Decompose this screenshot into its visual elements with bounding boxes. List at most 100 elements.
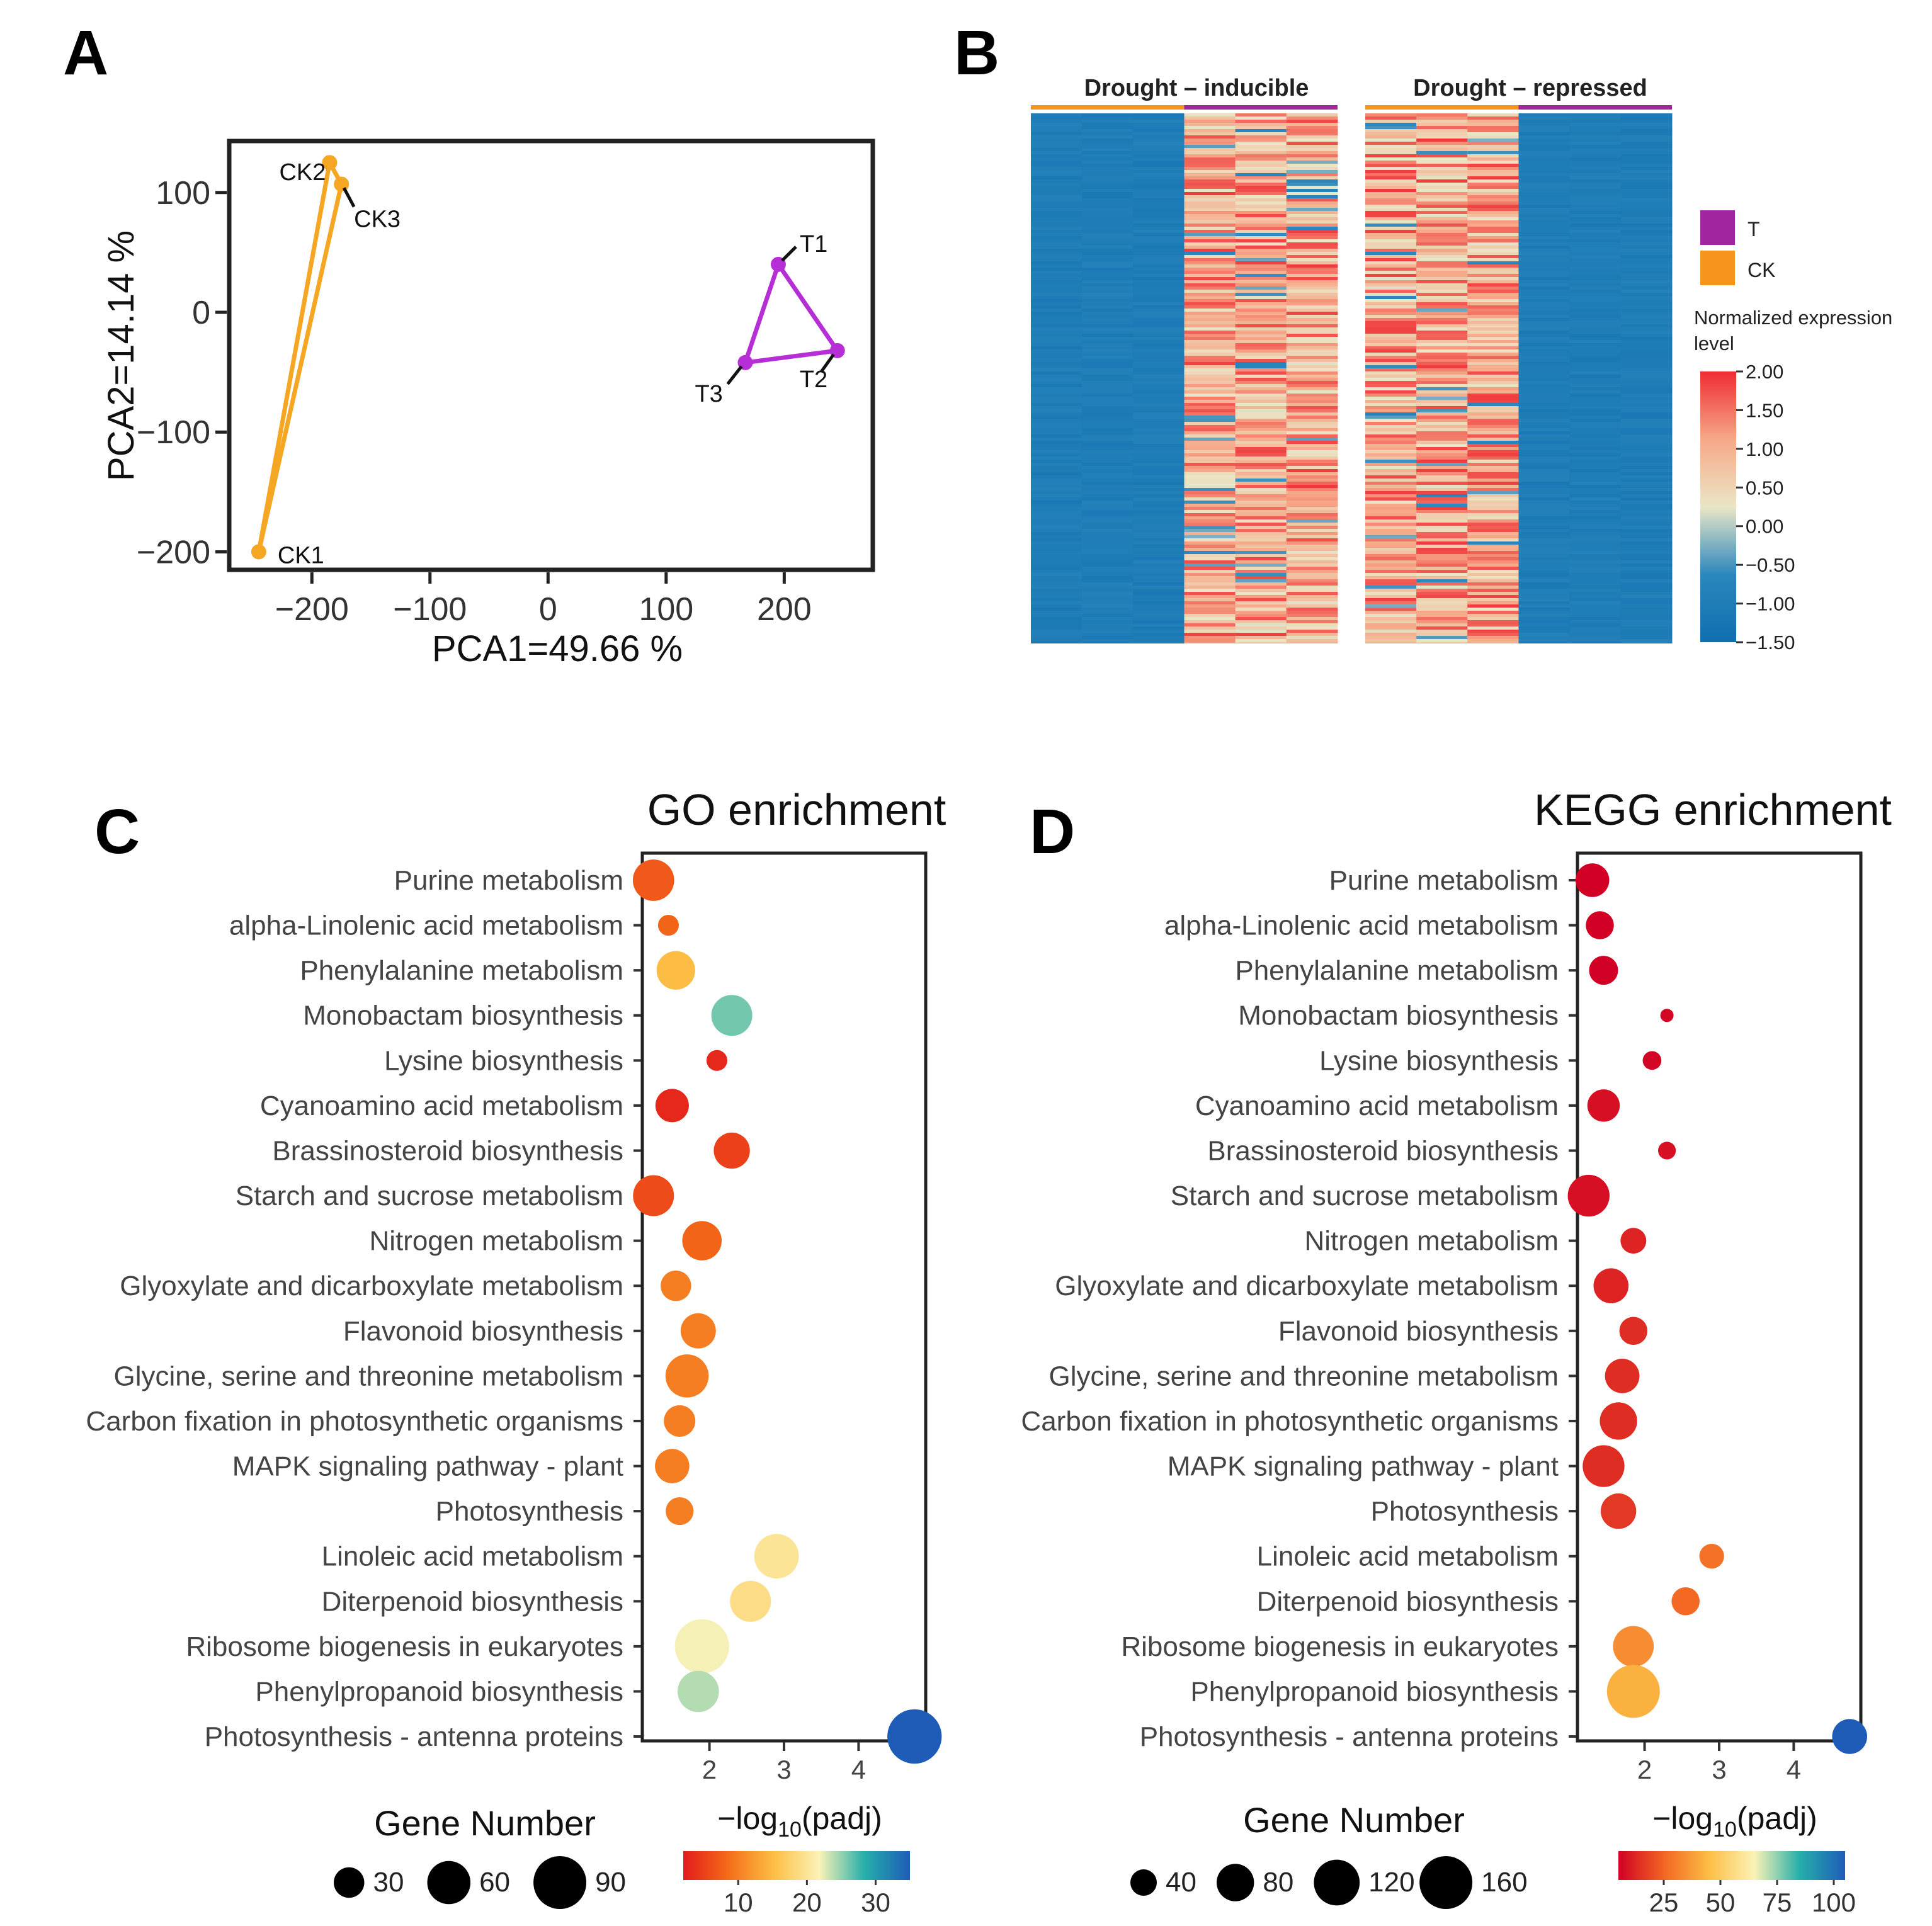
heatmap-cell (1235, 205, 1287, 208)
heatmap-cell (1365, 179, 1417, 183)
heatmap-cell (1467, 488, 1519, 492)
heatmap-cell (1518, 545, 1571, 548)
heatmap-cell (1133, 334, 1185, 337)
heatmap-cell (1235, 560, 1287, 564)
heatmap-cell (1416, 485, 1468, 489)
heatmap-cell (1620, 249, 1673, 252)
heatmap-cell (1031, 475, 1082, 479)
heatmap-cell (1620, 293, 1673, 297)
heatmap-cell (1467, 353, 1519, 356)
heatmap-cell (1235, 494, 1287, 498)
heatmap-cell (1133, 513, 1185, 517)
heatmap-cell (1235, 211, 1287, 215)
heatmap-cell (1031, 349, 1082, 353)
go-bubble (713, 1132, 750, 1169)
heatmap-cell (1184, 406, 1236, 410)
heatmap-cell (1235, 614, 1287, 618)
kegg-size-legend-dot (1130, 1869, 1157, 1896)
heatmap-cell (1184, 362, 1236, 366)
heatmap-cell (1133, 582, 1185, 586)
heatmap-cell (1620, 302, 1673, 306)
heatmap-cell (1286, 170, 1338, 174)
heatmap-cell (1031, 167, 1082, 171)
heatmap-cell (1416, 176, 1468, 180)
heatmap-cell (1184, 614, 1236, 618)
heatmap-cell (1416, 519, 1468, 523)
heatmap-cell (1365, 504, 1417, 507)
heatmap-cell (1031, 327, 1082, 331)
heatmap-cell (1235, 447, 1287, 451)
heatmap-cell (1569, 271, 1622, 275)
heatmap-cell (1082, 321, 1134, 325)
heatmap-cell (1620, 397, 1673, 400)
heatmap-cell (1286, 315, 1338, 319)
heatmap-cell (1569, 255, 1622, 259)
heatmap-cell (1286, 608, 1338, 611)
heatmap-cell (1518, 318, 1571, 322)
heatmap-cell (1569, 116, 1622, 120)
heatmap-cell (1569, 541, 1622, 545)
heatmap-cell (1620, 438, 1673, 441)
heatmap-cell (1286, 293, 1338, 297)
heatmap-cell (1031, 359, 1082, 363)
heatmap-cell (1365, 249, 1417, 252)
heatmap-cell (1031, 192, 1082, 196)
heatmap-cell (1133, 356, 1185, 360)
heatmap-cell (1082, 494, 1134, 498)
heatmap-cell (1365, 412, 1417, 416)
heatmap-cell (1416, 268, 1468, 271)
heatmap-cell (1518, 164, 1571, 167)
heatmap-cell (1365, 390, 1417, 394)
heatmap-cell (1416, 324, 1468, 328)
heatmap-cell (1286, 290, 1338, 293)
heatmap-cell (1416, 516, 1468, 520)
heatmap-cell (1133, 406, 1185, 410)
heatmap-cell (1518, 239, 1571, 243)
heatmap-cell (1518, 343, 1571, 347)
heatmap-cell (1235, 365, 1287, 369)
heatmap-cell (1031, 428, 1082, 432)
heatmap-cell (1620, 179, 1673, 183)
heatmap-cell (1416, 611, 1468, 615)
heatmap-cell (1031, 623, 1082, 627)
heatmap-cell (1620, 148, 1673, 152)
heatmap-cell (1518, 290, 1571, 293)
heatmap-cell (1286, 523, 1338, 526)
heatmap-cell (1184, 617, 1236, 621)
heatmap-cell (1286, 538, 1338, 542)
heatmap-cell (1569, 214, 1622, 218)
heatmap-cell (1620, 384, 1673, 388)
heatmap-cell (1235, 337, 1287, 341)
heatmap-cell (1133, 601, 1185, 605)
heatmap-cell (1416, 548, 1468, 552)
heatmap-cell (1467, 271, 1519, 275)
heatmap-cell (1467, 293, 1519, 297)
heatmap-cell (1620, 626, 1673, 630)
heatmap-cell (1620, 601, 1673, 605)
heatmap-cell (1286, 557, 1338, 561)
heatmap-cell (1031, 450, 1082, 454)
heatmap-cell (1467, 305, 1519, 309)
heatmap-cell (1286, 161, 1338, 164)
heatmap-cell (1235, 362, 1287, 366)
heatmap-cell (1416, 428, 1468, 432)
heatmap-cell (1416, 142, 1468, 145)
kegg-size-legend-dot (1217, 1864, 1254, 1901)
heatmap-cell (1133, 545, 1185, 548)
heatmap-cell (1518, 384, 1571, 388)
heatmap-cell (1184, 623, 1236, 627)
heatmap-cell (1467, 438, 1519, 441)
heatmap-cell (1235, 554, 1287, 558)
heatmap-cell (1416, 368, 1468, 372)
heatmap-cell (1467, 195, 1519, 199)
heatmap-cell (1569, 475, 1622, 479)
heatmap-cell (1082, 280, 1134, 284)
heatmap-cell (1031, 630, 1082, 633)
heatmap-cell (1031, 567, 1082, 570)
heatmap-cell (1286, 548, 1338, 552)
heatmap-cell (1133, 472, 1185, 476)
heatmap-cell (1518, 157, 1571, 161)
heatmap-cell (1467, 164, 1519, 167)
heatmap-cell (1286, 274, 1338, 278)
heatmap-cell (1031, 548, 1082, 552)
